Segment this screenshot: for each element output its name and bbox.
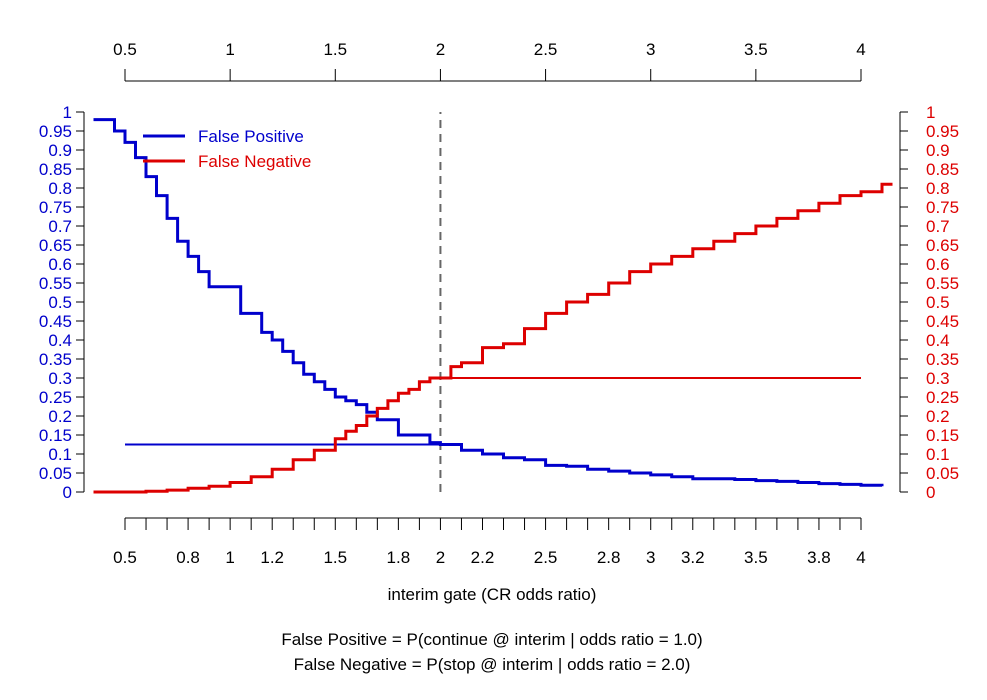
right-axis: 00.050.10.150.20.250.30.350.40.450.50.55… — [899, 103, 959, 502]
bottom-tick-label: 4 — [856, 548, 865, 567]
right-tick-label: 0.1 — [926, 445, 950, 464]
left-tick-label: 0.8 — [48, 179, 72, 198]
right-tick-label: 0.9 — [926, 141, 950, 160]
right-tick-label: 0.95 — [926, 122, 959, 141]
top-axis: 0.5 1 1.5 2 2.5 3 3.5 4 — [113, 40, 866, 82]
false-negative-series-line — [93, 182, 893, 494]
top-tick-label: 1 — [225, 40, 234, 59]
left-tick-label: 0.45 — [39, 312, 72, 331]
right-tick-label: 0.4 — [926, 331, 950, 350]
false-positive-series-line — [93, 118, 884, 487]
left-tick-label: 0.4 — [48, 331, 72, 350]
right-tick-label: 0.25 — [926, 388, 959, 407]
left-tick-label: 0.5 — [48, 293, 72, 312]
legend-label: False Negative — [198, 152, 311, 171]
right-tick-label: 0.35 — [926, 350, 959, 369]
top-tick-label: 3 — [646, 40, 655, 59]
left-tick-label: 0.55 — [39, 274, 72, 293]
bottom-tick-label: 3 — [646, 548, 655, 567]
left-tick-label: 0.85 — [39, 160, 72, 179]
top-tick-label: 3.5 — [744, 40, 768, 59]
left-tick-label: 0.3 — [48, 369, 72, 388]
left-tick-label: 0.75 — [39, 198, 72, 217]
right-tick-label: 0.3 — [926, 369, 950, 388]
bottom-tick-label: 1.5 — [323, 548, 347, 567]
legend-label: False Positive — [198, 127, 304, 146]
right-tick-label: 0.7 — [926, 217, 950, 236]
right-tick-label: 0.75 — [926, 198, 959, 217]
bottom-tick-label: 2.2 — [471, 548, 495, 567]
bottom-tick-label: 3.5 — [744, 548, 768, 567]
right-tick-label: 0.2 — [926, 407, 950, 426]
legend: False Positive False Negative — [143, 127, 311, 171]
top-tick-label: 2 — [436, 40, 445, 59]
bottom-tick-label: 3.2 — [681, 548, 705, 567]
x-axis-label: interim gate (CR odds ratio) — [388, 585, 597, 604]
left-tick-label: 0.6 — [48, 255, 72, 274]
right-tick-label: 0.5 — [926, 293, 950, 312]
left-tick-label: 0.05 — [39, 464, 72, 483]
right-tick-label: 0.55 — [926, 274, 959, 293]
right-tick-label: 0 — [926, 483, 935, 502]
bottom-tick-label: 1.2 — [260, 548, 284, 567]
right-tick-label: 0.45 — [926, 312, 959, 331]
bottom-axis: 0.5 0.8 1 1.2 1.5 1.8 2 2.2 2.5 2.8 3 3.2 3.5 3.8 4 — [113, 517, 866, 567]
left-tick-label: 0.95 — [39, 122, 72, 141]
right-tick-label: 1 — [926, 103, 935, 122]
bottom-tick-label: 2.8 — [597, 548, 621, 567]
bottom-tick-label: 2.5 — [534, 548, 558, 567]
left-tick-label: 0.1 — [48, 445, 72, 464]
footnote-line: False Positive = P(continue @ interim | … — [281, 630, 702, 649]
top-tick-label: 1.5 — [323, 40, 347, 59]
plot-area — [93, 112, 893, 494]
left-tick-label: 0.15 — [39, 426, 72, 445]
left-tick-label: 0.9 — [48, 141, 72, 160]
right-tick-label: 0.8 — [926, 179, 950, 198]
left-tick-label: 0.65 — [39, 236, 72, 255]
right-tick-label: 0.15 — [926, 426, 959, 445]
left-axis: 00.050.10.150.20.250.30.350.40.450.50.55… — [39, 103, 85, 502]
left-tick-label: 0.35 — [39, 350, 72, 369]
right-tick-label: 0.85 — [926, 160, 959, 179]
bottom-tick-label: 0.8 — [176, 548, 200, 567]
bottom-tick-label: 0.5 — [113, 548, 137, 567]
left-tick-label: 0.2 — [48, 407, 72, 426]
top-tick-label: 4 — [856, 40, 865, 59]
top-tick-label: 0.5 — [113, 40, 137, 59]
bottom-tick-label: 1 — [225, 548, 234, 567]
left-tick-label: 0 — [63, 483, 72, 502]
left-tick-label: 0.25 — [39, 388, 72, 407]
bottom-tick-label: 3.8 — [807, 548, 831, 567]
right-tick-label: 0.6 — [926, 255, 950, 274]
bottom-tick-label: 1.8 — [387, 548, 411, 567]
footnote-line: False Negative = P(stop @ interim | odds… — [294, 655, 691, 674]
left-tick-label: 0.7 — [48, 217, 72, 236]
bottom-tick-label: 2 — [436, 548, 445, 567]
top-tick-label: 2.5 — [534, 40, 558, 59]
right-tick-label: 0.05 — [926, 464, 959, 483]
left-tick-label: 1 — [63, 103, 72, 122]
right-tick-label: 0.65 — [926, 236, 959, 255]
